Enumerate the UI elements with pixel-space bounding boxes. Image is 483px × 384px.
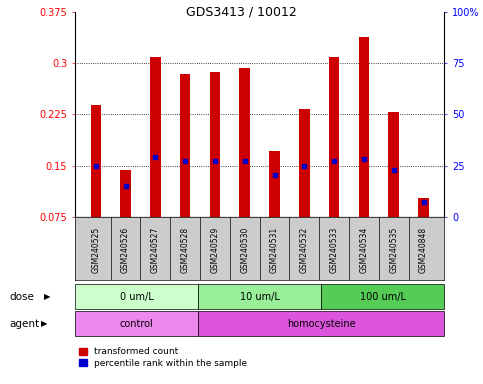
- Text: GSM240530: GSM240530: [240, 227, 249, 273]
- Bar: [75, 284, 198, 309]
- Bar: [120, 170, 131, 217]
- Bar: [75, 311, 198, 336]
- Bar: [150, 57, 160, 217]
- Text: 100 um/L: 100 um/L: [360, 291, 406, 302]
- Text: GDS3413 / 10012: GDS3413 / 10012: [186, 6, 297, 19]
- Legend: transformed count, percentile rank within the sample: transformed count, percentile rank withi…: [79, 347, 247, 368]
- Text: GSM240526: GSM240526: [121, 227, 130, 273]
- Text: GSM240534: GSM240534: [359, 227, 369, 273]
- Bar: [329, 57, 340, 217]
- Text: 0 um/L: 0 um/L: [120, 291, 153, 302]
- Text: GSM240533: GSM240533: [329, 227, 339, 273]
- Bar: [359, 37, 369, 217]
- Bar: [198, 311, 444, 336]
- Text: GSM240532: GSM240532: [300, 227, 309, 273]
- Bar: [180, 74, 190, 217]
- Text: ▶: ▶: [41, 319, 47, 328]
- Text: 10 um/L: 10 um/L: [240, 291, 280, 302]
- Text: homocysteine: homocysteine: [287, 318, 355, 329]
- Text: dose: dose: [10, 291, 35, 302]
- Bar: [90, 105, 101, 217]
- Text: control: control: [120, 318, 153, 329]
- Text: GSM240527: GSM240527: [151, 227, 160, 273]
- Bar: [321, 284, 444, 309]
- Text: GSM240535: GSM240535: [389, 227, 398, 273]
- Bar: [299, 109, 310, 217]
- Text: GSM240529: GSM240529: [211, 227, 219, 273]
- Text: agent: agent: [10, 318, 40, 329]
- Bar: [270, 151, 280, 217]
- Bar: [418, 198, 429, 217]
- Bar: [210, 72, 220, 217]
- Bar: [198, 284, 321, 309]
- Bar: [240, 68, 250, 217]
- Text: ▶: ▶: [43, 292, 50, 301]
- Text: GSM240531: GSM240531: [270, 227, 279, 273]
- Text: GSM240848: GSM240848: [419, 227, 428, 273]
- Text: GSM240525: GSM240525: [91, 227, 100, 273]
- Text: GSM240528: GSM240528: [181, 227, 190, 273]
- Bar: [388, 112, 399, 217]
